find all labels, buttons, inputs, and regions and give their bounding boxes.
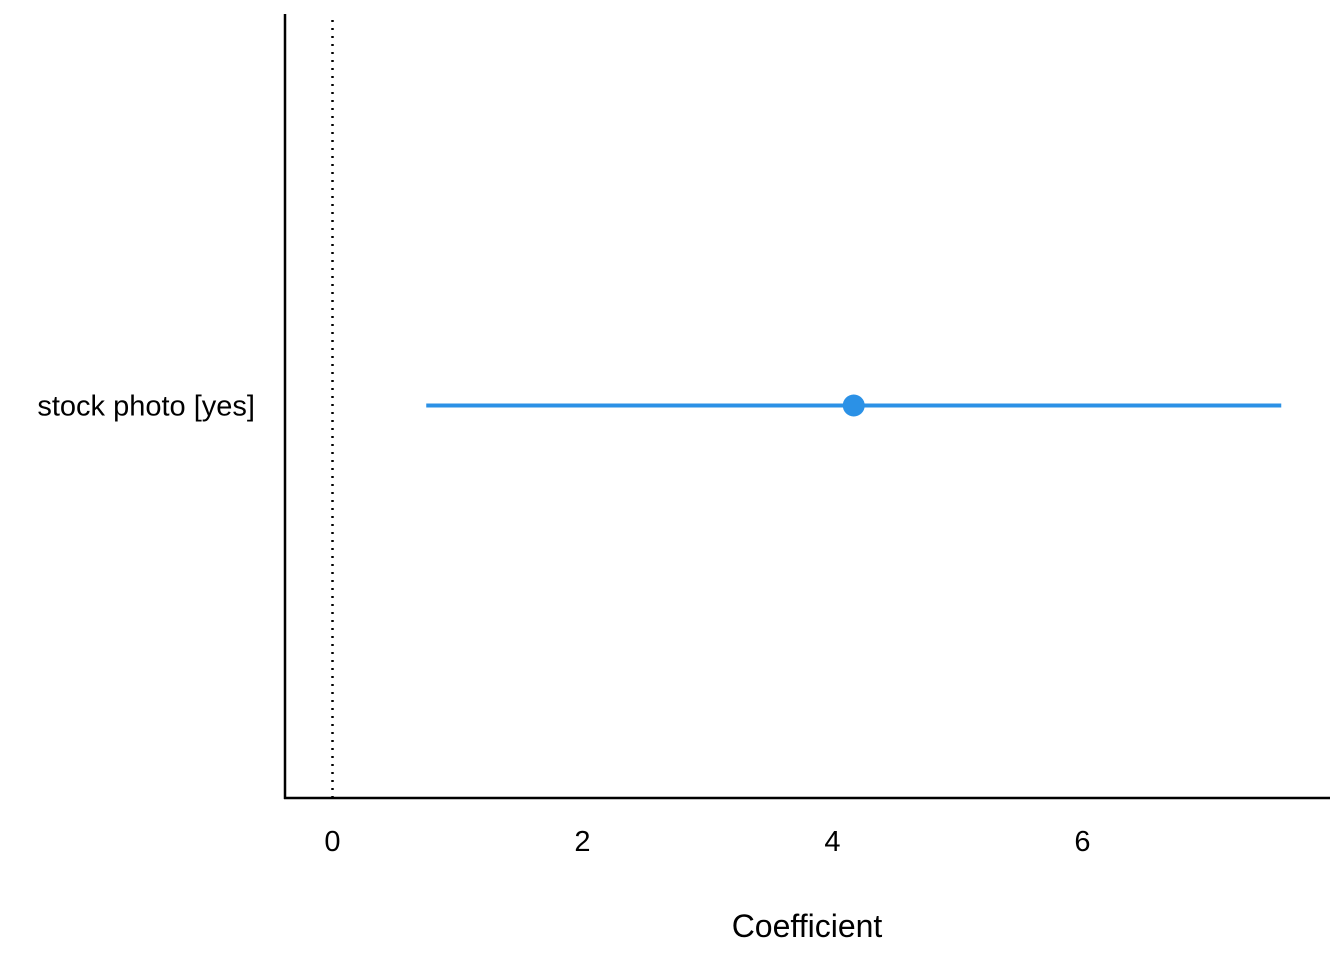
x-axis-title-group: Coefficient bbox=[732, 908, 883, 944]
estimate-point bbox=[842, 394, 865, 417]
x-tick-label: 0 bbox=[324, 826, 340, 858]
x-tick-label: 2 bbox=[574, 826, 590, 858]
x-axis-title: Coefficient bbox=[732, 908, 883, 944]
x-tick-label: 6 bbox=[1074, 826, 1090, 858]
y-tick-label: stock photo [yes] bbox=[37, 391, 255, 423]
x-tick-label: 4 bbox=[824, 826, 840, 858]
